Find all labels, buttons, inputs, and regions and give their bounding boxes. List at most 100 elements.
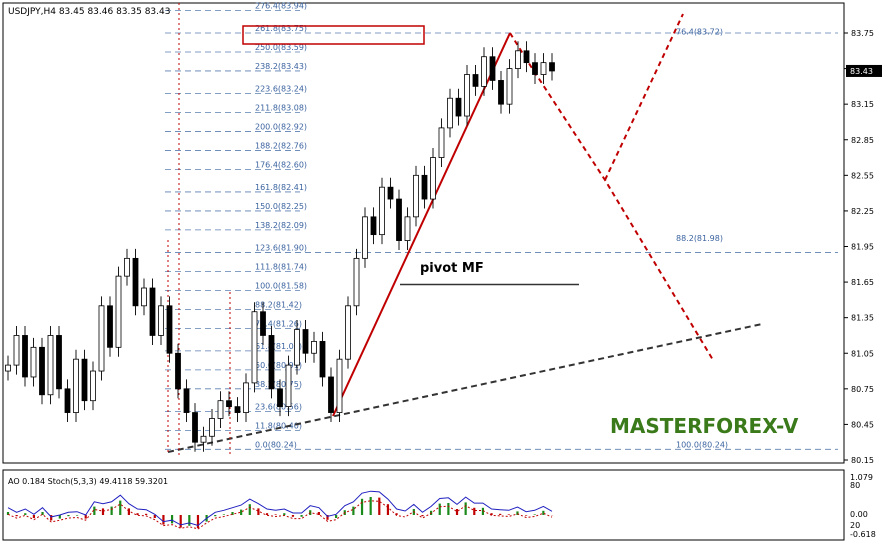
candle-body (455, 97, 462, 117)
candle-body (413, 174, 419, 218)
fib-level-label: 161.8(82.41) (255, 183, 307, 192)
candle-body (39, 346, 45, 396)
candle-body (183, 388, 190, 413)
fib-level-label: 123.6(81.90) (255, 243, 307, 252)
candle-body (192, 412, 198, 443)
indicator-tick-label: 20 (850, 521, 860, 530)
price-tick-label: 80.45 (851, 420, 874, 429)
watermark: MASTERFOREX-V (610, 414, 799, 438)
candle-body (47, 335, 54, 396)
candle-body (328, 376, 334, 413)
current-price-label: 83.43 (850, 67, 873, 76)
candle-body (158, 305, 164, 336)
right-fib-label: 100.0(80.24) (676, 440, 728, 449)
candle-body (209, 418, 215, 437)
fib-level-label: 88.2(81.42) (255, 300, 302, 309)
candle-body (336, 358, 343, 413)
indicator-label: AO 0.184 Stoch(5,3,3) 49.4118 59.3201 (8, 477, 168, 486)
indicator-tick-label: 80 (850, 481, 860, 490)
candle-body (166, 305, 173, 354)
candle-body (396, 198, 402, 241)
fib-level-label: 50.0(80.91) (255, 361, 302, 370)
right-fib-levels: 76.4(83.72) 88.2(81.98) 100.0(80.24) (676, 28, 728, 450)
fib-level-label: 188.2(82.76) (255, 141, 307, 150)
candle-body (243, 382, 249, 413)
fib-level-label: 200.0(82.92) (255, 122, 307, 131)
candle-body (523, 50, 530, 64)
candle-body (251, 311, 258, 384)
indicator-tick-label: 0.00 (850, 510, 868, 519)
candle-body (515, 50, 521, 69)
right-fib-label: 88.2(81.98) (676, 234, 723, 243)
candle-body (294, 329, 300, 366)
indicator-panel-frame (2, 469, 845, 541)
price-tick-label: 80.75 (851, 385, 874, 394)
candle-body (149, 287, 156, 336)
candle-body (498, 80, 504, 105)
fib-level-label: 238.2(83.43) (255, 62, 307, 71)
candle-body (107, 305, 113, 348)
price-tick-label: 81.95 (851, 243, 874, 252)
candle-body (540, 62, 547, 75)
candle-body (277, 388, 283, 408)
candle-body (370, 216, 377, 236)
price-tick-label: 82.25 (851, 207, 874, 216)
indicator-tick-label: 1.079 (850, 473, 873, 482)
candle-body (404, 216, 411, 241)
candle-body (217, 400, 224, 419)
fib-level-label: 100.0(81.58) (255, 281, 307, 290)
highlight-box (242, 25, 425, 45)
support-trendline (167, 323, 763, 453)
candle-body (421, 174, 428, 200)
candle-body (56, 335, 62, 390)
candle-body (489, 56, 496, 81)
candle-body (438, 127, 445, 158)
fib-level-label: 61.8(81.07) (255, 342, 302, 351)
fib-level-label: 138.2(82.09) (255, 221, 307, 230)
candle-body (90, 370, 96, 402)
candle-body (260, 311, 266, 336)
candle-body (81, 358, 88, 402)
impulse-line (332, 32, 511, 417)
fib-level-label: 176.4(82.60) (255, 160, 307, 169)
indicator-tick-label: -0.618 (850, 530, 876, 539)
fib-level-label: 76.4(81.26) (255, 319, 302, 328)
candle-body (506, 68, 513, 105)
price-tick-label: 82.85 (851, 136, 874, 145)
candle-body (549, 62, 555, 72)
candle-body (302, 329, 309, 354)
fib-level-label: 111.8(81.74) (255, 262, 307, 271)
candle-body (200, 435, 207, 443)
candle-body (472, 74, 479, 87)
candle-body (311, 340, 317, 354)
candle-body (319, 340, 326, 378)
price-tick-label: 83.15 (851, 100, 874, 109)
main-panel-frame (2, 2, 845, 464)
fib-level-label: 276.4(83.94) (255, 1, 307, 10)
price-tick-label: 82.55 (851, 171, 874, 180)
fib-level-label: 150.0(82.25) (255, 202, 307, 211)
current-price-box (846, 64, 882, 77)
price-tick-label: 80.15 (851, 456, 874, 465)
candle-body (64, 388, 71, 413)
symbol-header: USDJPY,H4 83.45 83.46 83.35 83.43 (8, 7, 170, 17)
candle-body (132, 257, 139, 307)
candle-body (379, 186, 385, 236)
candle-body (430, 157, 436, 200)
candle-body (226, 400, 232, 408)
projection-down (509, 32, 714, 361)
price-tick-label: 83.75 (851, 29, 874, 38)
candles (5, 41, 555, 452)
candle-body (285, 364, 292, 408)
fib-level-label: 250.0(83.59) (255, 43, 307, 52)
price-tick-label: 81.35 (851, 314, 874, 323)
fib-level-label: 211.8(83.08) (255, 103, 307, 112)
fibonacci-levels: 276.4(83.94) 261.8(83.75) 250.0(83.59) 238.… (165, 1, 838, 450)
candle-body (73, 358, 79, 413)
fib-level-label: 0.0(80.24) (255, 440, 297, 449)
candle-body (13, 335, 20, 366)
candle-body (532, 62, 538, 75)
candle-body (22, 335, 28, 378)
